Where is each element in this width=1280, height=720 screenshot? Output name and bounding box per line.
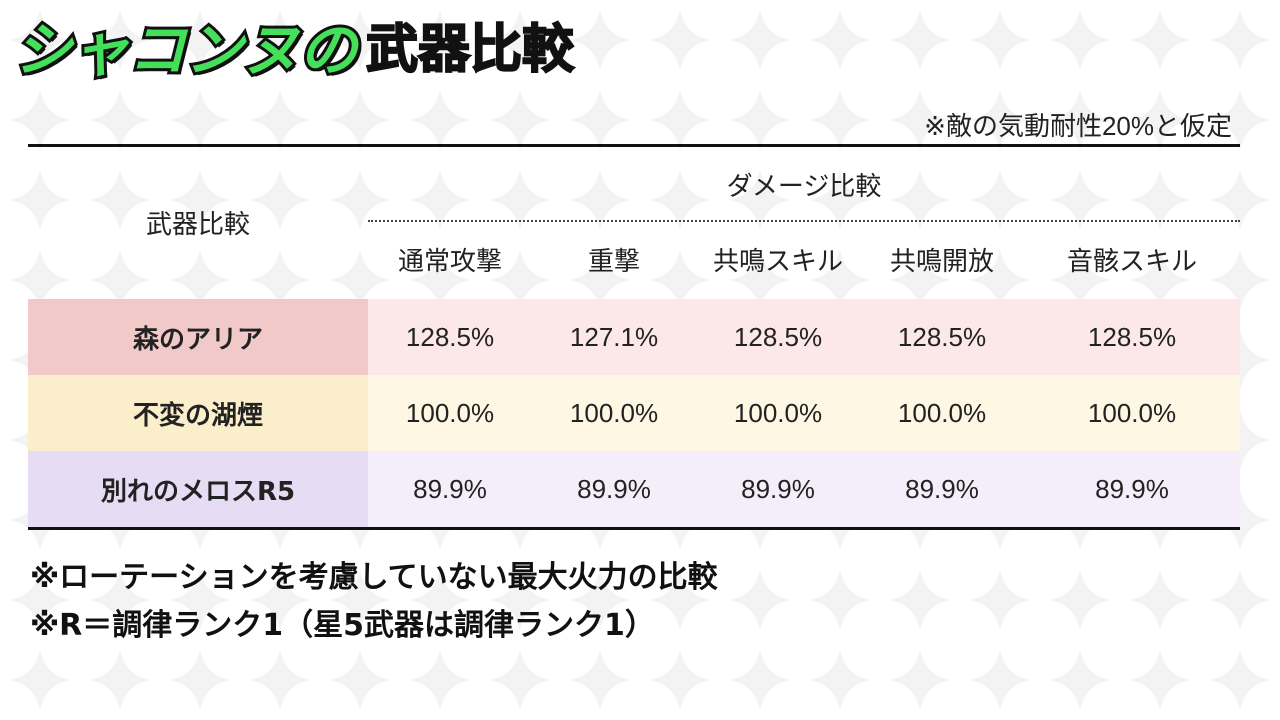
footnote-refinement: ※R＝調律ランク1（星5武器は調律ランク1） (30, 608, 655, 643)
table-cell: 128.5% (1087, 322, 1177, 352)
table-bottom-rule (28, 527, 1240, 530)
column-header: 通常攻撃 (397, 247, 502, 277)
table-cell: 100.0% (1087, 398, 1177, 428)
title-subject: 武器比較 (365, 19, 575, 81)
table-row: 森のアリア 128.5% 127.1% 128.5% 128.5% 128.5% (28, 299, 1240, 375)
column-header: 共鳴開放 (889, 247, 994, 277)
table-row: 別れのメロスR5 89.9% 89.9% 89.9% 89.9% 89.9% (28, 451, 1240, 527)
footnotes: ※ローテーションを考慮していない最大火力の比較 ※R＝調律ランク1（星5武器は調… (30, 554, 718, 650)
footnote-rotation: ※ローテーションを考慮していない最大火力の比較 (30, 560, 718, 595)
weapon-name: 森のアリア (28, 299, 368, 375)
weapon-column-header: 武器比較 (145, 209, 250, 240)
table-cell: 100.0% (897, 398, 987, 428)
title-character-name: シャコンヌの (11, 13, 360, 87)
table-cell: 89.9% (741, 474, 815, 504)
table-cell: 89.9% (413, 474, 487, 504)
damage-group-header: ダメージ比較 (726, 172, 882, 202)
table-cell: 100.0% (569, 398, 659, 428)
table-cell: 128.5% (897, 322, 987, 352)
column-header: 共鳴スキル (712, 247, 843, 277)
table-top-rule (28, 144, 1240, 147)
table-cell: 128.5% (405, 322, 495, 352)
header-dotted-divider (368, 220, 1240, 222)
weapon-name: 別れのメロスR5 (28, 451, 368, 527)
table-cell: 89.9% (577, 474, 651, 504)
column-header: 重撃 (587, 247, 640, 277)
table-cell: 89.9% (1095, 474, 1169, 504)
table-cell: 100.0% (733, 398, 823, 428)
assumption-note: ※敵の気動耐性20%と仮定 (924, 111, 1232, 141)
table-row: 不変の湖煙 100.0% 100.0% 100.0% 100.0% 100.0% (28, 375, 1240, 451)
table-cell: 100.0% (405, 398, 495, 428)
table-cell: 128.5% (733, 322, 823, 352)
table-cell: 127.1% (569, 322, 659, 352)
page-title: シャコンヌの 武器比較 (11, 13, 575, 94)
column-header: 音骸スキル (1066, 247, 1197, 277)
table-cell: 89.9% (905, 474, 979, 504)
weapon-name: 不変の湖煙 (28, 375, 368, 451)
